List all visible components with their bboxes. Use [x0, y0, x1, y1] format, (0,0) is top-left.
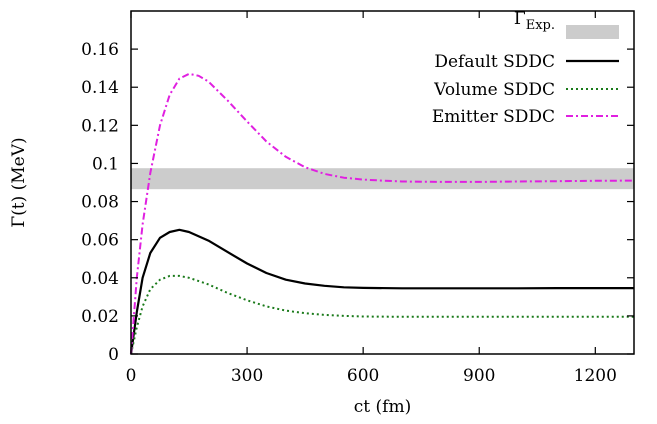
- legend-label-volume-sddc: Volume SDDC: [433, 80, 555, 100]
- y-tick-label: 0.14: [81, 78, 119, 98]
- x-tick-label: 0: [126, 366, 137, 386]
- x-axis-title: ct (fm): [354, 397, 411, 417]
- legend-band-sub: Exp.: [526, 18, 555, 33]
- legend-label-band: ΓExp.: [514, 9, 555, 33]
- y-tick-label: 0.1: [92, 154, 119, 174]
- series-line-emitter-sddc: [130, 72, 635, 355]
- legend-entry-volume: Volume SDDC: [433, 80, 619, 100]
- x-tick-label: 1200: [574, 366, 617, 386]
- experimental-band: [131, 168, 634, 190]
- legend-band-main: Γ: [514, 9, 526, 29]
- x-axis: 0 300 600 900 1200: [126, 11, 617, 386]
- x-tick-label: 900: [463, 366, 495, 386]
- y-tick-label: 0.06: [81, 231, 119, 251]
- legend-entry-default: Default SDDC: [434, 52, 619, 72]
- legend-swatch-band: [566, 25, 619, 39]
- y-axis-title: Γ(t) (MeV): [9, 137, 29, 227]
- series-layer: [129, 72, 635, 355]
- legend-label-emitter-sddc: Emitter SDDC: [432, 107, 555, 127]
- y-tick-label: 0.02: [81, 307, 119, 327]
- legend: ΓExp. Default SDDC Volume SDDC Emitter S…: [432, 9, 619, 127]
- x-tick-label: 300: [231, 366, 263, 386]
- y-axis: 0 0.02 0.04 0.06 0.08 0.1 0.12 0.14 0.16: [81, 40, 634, 365]
- y-tick-label: 0.08: [81, 193, 119, 213]
- y-tick-label: 0.16: [81, 40, 119, 60]
- band-layer: [131, 168, 634, 190]
- plot-frame: [130, 10, 635, 355]
- legend-label-default-sddc: Default SDDC: [434, 52, 555, 72]
- x-tick-label: 600: [347, 366, 379, 386]
- legend-entry-band: ΓExp.: [514, 9, 619, 39]
- legend-entry-emitter: Emitter SDDC: [432, 107, 619, 127]
- y-tick-label: 0: [108, 345, 119, 365]
- y-tick-label: 0.04: [81, 269, 119, 289]
- series-line-default-sddc: [129, 228, 634, 355]
- y-tick-label: 0.12: [81, 116, 119, 136]
